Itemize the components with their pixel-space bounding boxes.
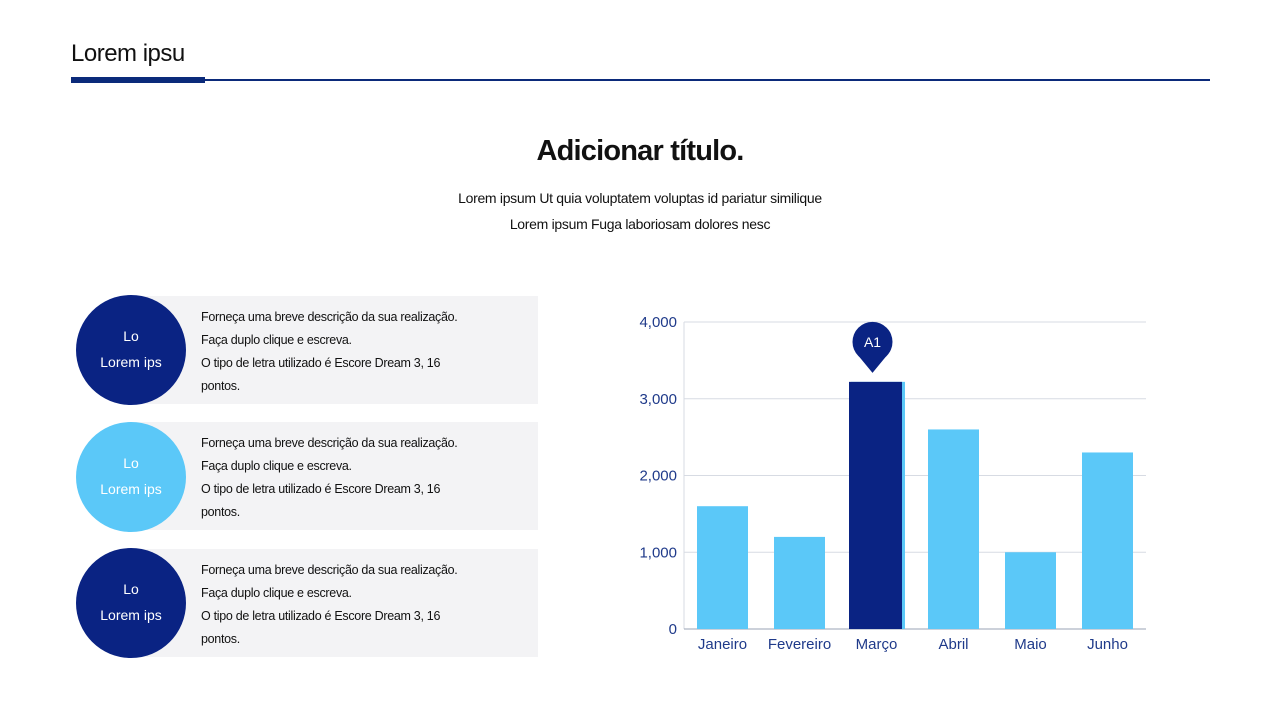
x-tick-label: Maio <box>1014 636 1047 653</box>
card-2-circle: Lo Lorem ips <box>76 422 186 532</box>
x-tick-label: Março <box>856 636 898 653</box>
main-title: Adicionar título. <box>536 135 744 167</box>
bar <box>774 536 825 629</box>
card-3-line-4: pontos. <box>201 632 240 646</box>
x-tick-label: Abril <box>938 636 968 653</box>
x-tick-label: Fevereiro <box>768 636 831 653</box>
card-1-line-4: pontos. <box>201 379 240 393</box>
card-2-line-1: Forneça uma breve descrição da sua reali… <box>201 436 458 450</box>
y-tick-label: 1,000 <box>639 544 677 561</box>
bar <box>1082 452 1133 629</box>
card-2-circle-label-1: Lo <box>123 455 139 471</box>
card-3-circle: Lo Lorem ips <box>76 548 186 658</box>
x-tick-label: Junho <box>1087 636 1128 653</box>
bar <box>928 429 979 629</box>
card-1: Forneça uma breve descrição da sua reali… <box>130 296 538 404</box>
card-3-text: Forneça uma breve descrição da sua reali… <box>201 559 531 651</box>
card-1-line-3: O tipo de letra utilizado é Escore Dream… <box>201 356 441 370</box>
bar-highlighted <box>849 381 902 629</box>
card-3-circle-label-2: Lorem ips <box>100 607 162 623</box>
card-1-circle-label-1: Lo <box>123 328 139 344</box>
card-2-line-3: O tipo de letra utilizado é Escore Dream… <box>201 482 441 496</box>
subtitle-line-2: Lorem ipsum Fuga laboriosam dolores nesc <box>509 216 771 232</box>
subtitle-line-1: Lorem ipsum Ut quia voluptatem voluptas … <box>458 190 822 206</box>
card-3: Forneça uma breve descrição da sua reali… <box>130 549 538 657</box>
card-1-text: Forneça uma breve descrição da sua reali… <box>201 306 531 398</box>
y-tick-label: 4,000 <box>639 314 677 331</box>
card-2-line-4: pontos. <box>201 505 240 519</box>
header-title: Lorem ipsu <box>71 40 185 67</box>
header-rule <box>71 79 1210 81</box>
card-1-circle-label-2: Lorem ips <box>100 354 162 370</box>
y-tick-label: 3,000 <box>639 391 677 408</box>
y-tick-label: 0 <box>669 621 677 638</box>
callout-marker <box>852 321 893 362</box>
card-2-line-2: Faça duplo clique e escreva. <box>201 459 352 473</box>
card-3-circle-label-1: Lo <box>123 581 139 597</box>
card-1-line-1: Forneça uma breve descrição da sua reali… <box>201 310 458 324</box>
callout-label: A1 <box>864 334 881 350</box>
card-2-text: Forneça uma breve descrição da sua reali… <box>201 432 531 524</box>
card-2: Forneça uma breve descrição da sua reali… <box>130 422 538 530</box>
card-3-line-3: O tipo de letra utilizado é Escore Dream… <box>201 609 441 623</box>
card-1-circle: Lo Lorem ips <box>76 295 186 405</box>
card-2-circle-label-2: Lorem ips <box>100 481 162 497</box>
y-tick-label: 2,000 <box>639 468 677 485</box>
header-accent-bar <box>71 77 205 83</box>
x-tick-label: Janeiro <box>698 636 747 653</box>
card-1-line-2: Faça duplo clique e escreva. <box>201 333 352 347</box>
bar <box>1005 552 1056 629</box>
card-3-line-2: Faça duplo clique e escreva. <box>201 586 352 600</box>
card-3-line-1: Forneça uma breve descrição da sua reali… <box>201 563 458 577</box>
bar <box>697 506 748 629</box>
